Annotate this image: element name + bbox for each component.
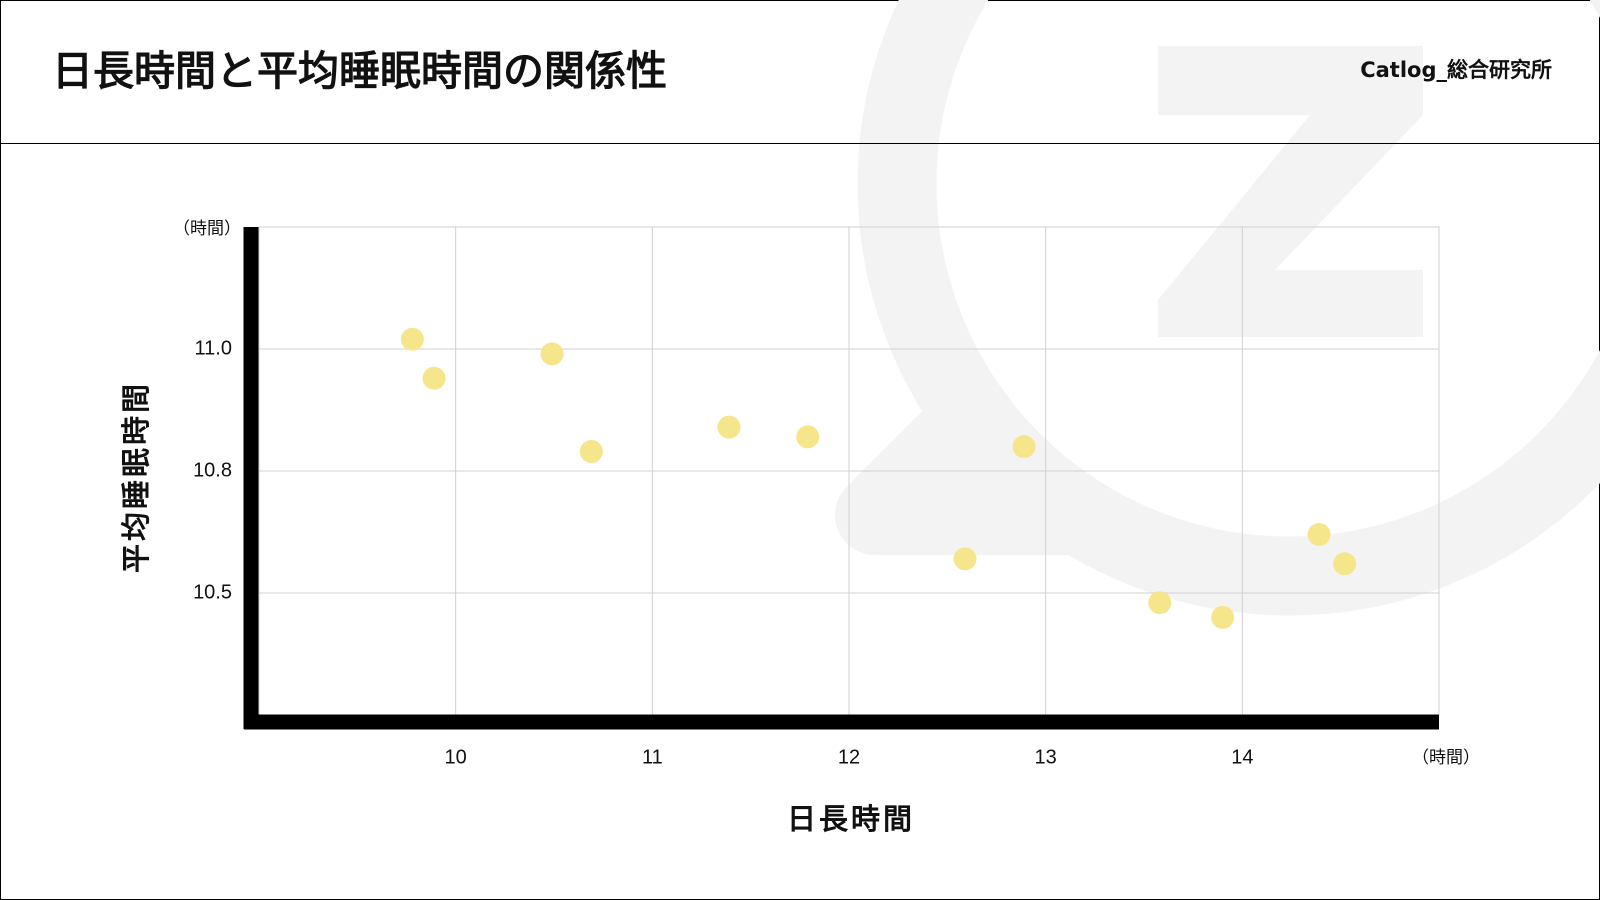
brand: Catlog_総合研究所 xyxy=(1360,58,1552,82)
y-tick-label: 10.5 xyxy=(193,581,232,603)
point xyxy=(540,342,564,366)
point xyxy=(1307,522,1331,546)
point xyxy=(1333,552,1357,576)
y-axis-title: 平均睡眠時間 xyxy=(119,381,153,573)
y-unit: （時間） xyxy=(173,219,241,239)
point xyxy=(422,366,446,390)
x-axis-title: 日長時間 xyxy=(787,802,915,836)
point xyxy=(717,415,741,439)
y-tick-label: 11.0 xyxy=(195,337,232,359)
x-tick-label: 12 xyxy=(838,746,860,768)
page-title: 日長時間と平均睡眠時間の関係性 xyxy=(52,47,667,95)
point xyxy=(1211,605,1235,629)
point xyxy=(1012,435,1036,459)
logo-ring xyxy=(857,0,1600,616)
x-unit: （時間） xyxy=(1412,748,1480,768)
background-logo xyxy=(835,0,1600,616)
x-tick-label: 13 xyxy=(1035,746,1057,768)
point xyxy=(579,439,603,463)
x-tick-label: 11 xyxy=(642,746,663,768)
x-tick-label: 10 xyxy=(445,746,467,768)
logo-z xyxy=(1158,46,1423,337)
logo-tail xyxy=(835,386,1070,555)
x-tick-label: 14 xyxy=(1231,746,1253,768)
point xyxy=(1148,591,1172,615)
point xyxy=(400,327,424,351)
y-tick-label: 10.8 xyxy=(193,459,232,481)
point xyxy=(953,547,977,571)
point xyxy=(796,425,820,449)
